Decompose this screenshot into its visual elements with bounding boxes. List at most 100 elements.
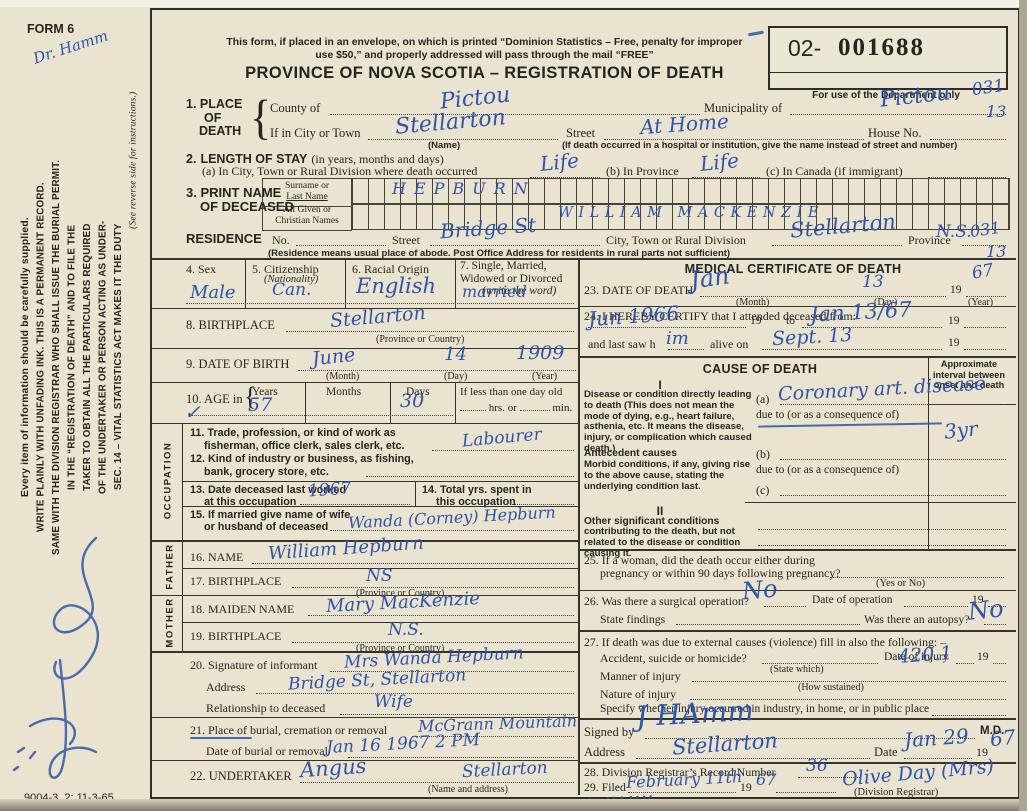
age-days-label: Days bbox=[406, 386, 430, 398]
autopsy-dots bbox=[984, 623, 1006, 625]
signed-date-label: Date bbox=[874, 745, 898, 759]
total-years-dots bbox=[512, 503, 574, 505]
rule-below-signed bbox=[578, 762, 1016, 764]
age-dots bbox=[190, 414, 453, 416]
signed-yr-value: 67 bbox=[988, 724, 1017, 752]
dob-year-value: 1909 bbox=[516, 342, 565, 364]
injury-code-value: 420.1 bbox=[897, 642, 954, 668]
surname-label-1: Surname or bbox=[284, 181, 330, 191]
divider-6-7 bbox=[455, 258, 456, 308]
rule-cause-bottom bbox=[578, 549, 1016, 551]
specify-dots bbox=[932, 714, 1006, 716]
birthplace-dots bbox=[286, 330, 574, 332]
residence-street-dots bbox=[430, 244, 600, 246]
nature-dots bbox=[690, 698, 1006, 700]
rule-18-19 bbox=[182, 622, 578, 623]
print-name-label: 3. PRINT NAME OF DECEASED bbox=[186, 186, 294, 214]
residence-code-b: 13 bbox=[986, 242, 1007, 261]
s1-l2: OF bbox=[204, 110, 222, 125]
dod-year-sub: (Year) bbox=[968, 297, 994, 308]
marital-sub: (write the word) bbox=[482, 285, 557, 297]
accident-sub: (State which) bbox=[770, 664, 824, 675]
antecedent-heading: Antecedent causes bbox=[584, 448, 677, 459]
last-saw-yr: 19 bbox=[948, 337, 960, 349]
place-of-death-label: 1. PLACE OF DEATH bbox=[186, 97, 242, 139]
age-checkmark: ✓ bbox=[184, 400, 201, 424]
dod-month-sub: (Month) bbox=[736, 297, 770, 308]
s3-num: 3. bbox=[186, 185, 197, 200]
autopsy-value: No bbox=[966, 594, 1005, 626]
birthplace-label: 8. BIRTHPLACE bbox=[186, 318, 275, 332]
operation-value: No bbox=[740, 574, 779, 606]
trade-dots bbox=[432, 449, 574, 451]
rule-below-9 bbox=[150, 382, 578, 383]
residence-no-label: No. bbox=[272, 233, 290, 247]
specify-label: Specify whether injury occurred in indus… bbox=[600, 703, 930, 715]
brace-place: { bbox=[250, 90, 272, 145]
cause-part-2: II bbox=[656, 504, 664, 518]
father-birthplace-value: NS bbox=[366, 566, 393, 586]
stay-b-value: Life bbox=[698, 148, 741, 176]
cause-a-label: (a) bbox=[756, 392, 770, 406]
spouse-dots bbox=[330, 529, 574, 531]
relationship-dots bbox=[340, 713, 574, 715]
burial-place-label: 21. Place of burial, cremation or remova… bbox=[190, 723, 388, 737]
ink-scribble bbox=[12, 536, 100, 779]
rule-below-4-7 bbox=[150, 308, 578, 309]
last-saw-label-2: alive on bbox=[710, 337, 749, 351]
date-of-death-dots bbox=[700, 295, 946, 297]
signed-yr-prefix: 19 bbox=[976, 745, 988, 759]
dod-year-dots bbox=[966, 295, 1006, 297]
signed-by-label: Signed by bbox=[584, 725, 635, 739]
residence-subcaption: (Residence means usual place of abode. P… bbox=[268, 248, 731, 259]
sex-value: Male bbox=[190, 282, 236, 303]
racial-origin-value: English bbox=[356, 274, 437, 298]
operation-date-dots bbox=[904, 605, 968, 607]
medical-certificate-title: MEDICAL CERTIFICATE OF DEATH bbox=[684, 262, 902, 276]
spouse-l2: or husband of deceased bbox=[204, 521, 329, 533]
residence-code-a: 031 bbox=[968, 217, 1002, 242]
father-birthplace-dots bbox=[292, 586, 574, 588]
residence-no-dots bbox=[296, 244, 386, 246]
given-name-grid bbox=[351, 203, 1010, 230]
rule-below-13-14 bbox=[182, 506, 578, 507]
manner-label: Manner of injury bbox=[600, 669, 681, 683]
column-divider bbox=[578, 258, 580, 795]
physician-signature: J HAmm bbox=[635, 693, 755, 734]
certify-to-dots bbox=[802, 326, 942, 328]
last-worked-label: 13. Date deceased last worked at this oc… bbox=[190, 484, 346, 508]
ink-underline-21 bbox=[190, 737, 252, 739]
certify-label: 24. I HEREBY CERTIFY that I attended dec… bbox=[584, 309, 856, 323]
cause-c-dots bbox=[780, 494, 1006, 496]
pregnancy-label-2: pregnancy or within 90 days following pr… bbox=[600, 566, 841, 580]
total-years-l2: this occupation bbox=[436, 496, 516, 508]
father-birthplace-label: 17. BIRTHPLACE bbox=[190, 574, 282, 588]
relationship-label: Relationship to deceased bbox=[206, 701, 326, 715]
s3-l1: PRINT NAME bbox=[200, 185, 282, 200]
row4-7-dots bbox=[186, 302, 574, 304]
informant-label: 20. Signature of informant bbox=[190, 658, 318, 672]
house-no-label: House No. bbox=[868, 126, 922, 140]
filed-yr-value: 67 bbox=[756, 770, 777, 789]
dob-label: 9. DATE OF BIRTH bbox=[186, 357, 290, 371]
surname-cell-label: Surname or Last Name bbox=[262, 178, 352, 207]
certify-to-yr-dots bbox=[964, 326, 1006, 328]
cause-part-1: I bbox=[658, 378, 662, 392]
informant-address-label: Address bbox=[206, 680, 246, 694]
dob-day-sub: (Day) bbox=[444, 371, 468, 382]
filed-label: 29. Filed bbox=[584, 780, 626, 794]
trade-label: 11. Trade, profession, or kind of work a… bbox=[190, 427, 404, 452]
scan-edge-right bbox=[1019, 0, 1027, 811]
dod-month-value: Jan bbox=[688, 261, 732, 295]
autopsy-label: Was there an autopsy? bbox=[864, 612, 970, 626]
county-label: County of bbox=[270, 101, 321, 115]
father-name-dots bbox=[252, 562, 574, 564]
marital-value: married bbox=[462, 282, 527, 301]
name-subcaption: (Name) bbox=[428, 140, 461, 151]
rule-below-residence bbox=[150, 258, 1016, 260]
street-subcaption: (If death occurred in a hospital or inst… bbox=[562, 140, 958, 150]
last-saw-date-value: Sept. 13 bbox=[771, 323, 853, 351]
mother-maiden-label: 18. MAIDEN NAME bbox=[190, 602, 295, 616]
date-of-death-label: 23. DATE OF DEATH bbox=[584, 283, 694, 297]
father-strip-divider bbox=[182, 540, 183, 595]
